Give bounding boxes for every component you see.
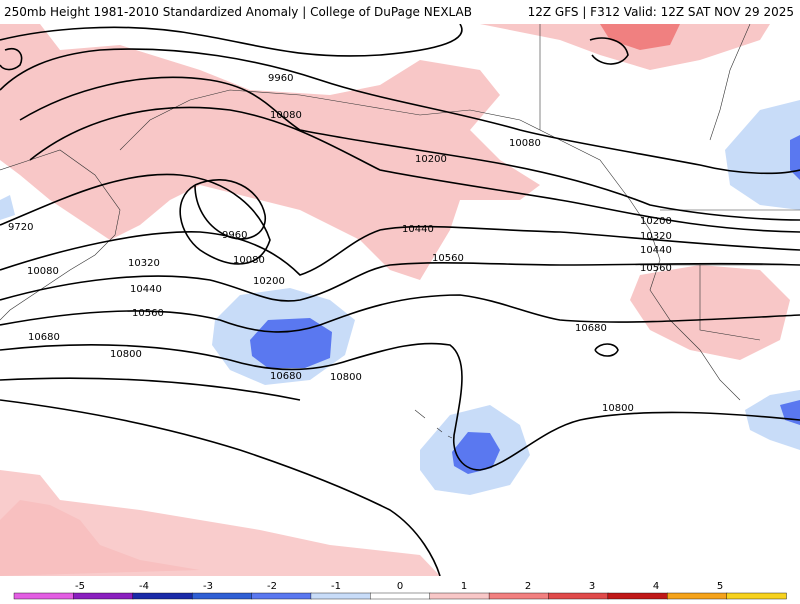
colorbar-swatch: [191, 592, 253, 600]
colorbar-swatch: [310, 592, 372, 600]
contour-label: 10680: [28, 332, 60, 343]
contour-label: 10800: [602, 403, 634, 414]
colorbar-tick-label: 3: [589, 581, 595, 592]
contour-label: 10200: [640, 216, 672, 227]
colorbar-tick-label: -2: [267, 581, 277, 592]
colorbar-tick-label: 0: [397, 581, 403, 592]
contour-label: 10560: [132, 308, 164, 319]
colorbar-swatch: [548, 592, 609, 600]
colorbar-swatch: [667, 592, 728, 600]
contour-label: 10080: [509, 138, 541, 149]
contour-label: 10200: [415, 154, 447, 165]
colorbar-swatch: [726, 592, 787, 600]
colorbar-tick-label: 4: [653, 581, 659, 592]
colorbar-tick-label: -3: [203, 581, 213, 592]
colorbar-swatch: [132, 592, 193, 600]
anomaly-map: 9960 10080 10200 10080 9960 10080 10200 …: [0, 24, 800, 576]
contour-label: 10800: [330, 372, 362, 383]
model-run-info: 12Z GFS | F312 Valid: 12Z SAT NOV 29 202…: [527, 5, 794, 19]
contour-label: 10560: [432, 253, 464, 264]
colorbar-swatch: [429, 592, 490, 600]
contour-label: 10680: [270, 371, 302, 382]
contour-label-group: 9960 10080 10200 10080 9960 10080 10200 …: [8, 73, 672, 414]
contour-label: 10320: [128, 258, 160, 269]
anomaly-colorbar: -5 -4 -3 -2 -1 0 1 2 3 4 5: [0, 576, 800, 600]
colorbar-swatch: [370, 592, 431, 600]
colorbar-swatch: [488, 592, 550, 600]
contour-label: 10080: [270, 110, 302, 121]
positive-anomaly-shading: [0, 24, 790, 576]
contour-label: 10800: [110, 349, 142, 360]
contour-label: 10080: [233, 255, 265, 266]
map-title: 250mb Height 1981-2010 Standardized Anom…: [4, 5, 472, 19]
colorbar-tick-label: -1: [331, 581, 341, 592]
height-contours: [0, 24, 800, 576]
contour-label: 9960: [222, 230, 247, 241]
contour-label: 9960: [268, 73, 293, 84]
colorbar-tick-label: -4: [139, 581, 149, 592]
colorbar-tick-label: 5: [717, 581, 723, 592]
contour-label: 10200: [253, 276, 285, 287]
colorbar-tick-label: 1: [461, 581, 467, 592]
contour-label: 10560: [640, 263, 672, 274]
contour-label: 10080: [27, 266, 59, 277]
colorbar-tick-label: 2: [525, 581, 531, 592]
colorbar-tick-label: -5: [75, 581, 85, 592]
contour-label: 10320: [640, 231, 672, 242]
contour-label: 10440: [402, 224, 434, 235]
colorbar-swatch: [73, 592, 134, 600]
contour-label: 10440: [130, 284, 162, 295]
contour-label: 9720: [8, 222, 33, 233]
colorbar-swatch: [13, 592, 75, 600]
header-bar: 250mb Height 1981-2010 Standardized Anom…: [0, 0, 800, 24]
contour-label: 10680: [575, 323, 607, 334]
contour-label: 10440: [640, 245, 672, 256]
colorbar-swatch: [251, 592, 312, 600]
colorbar-swatch: [607, 592, 668, 600]
